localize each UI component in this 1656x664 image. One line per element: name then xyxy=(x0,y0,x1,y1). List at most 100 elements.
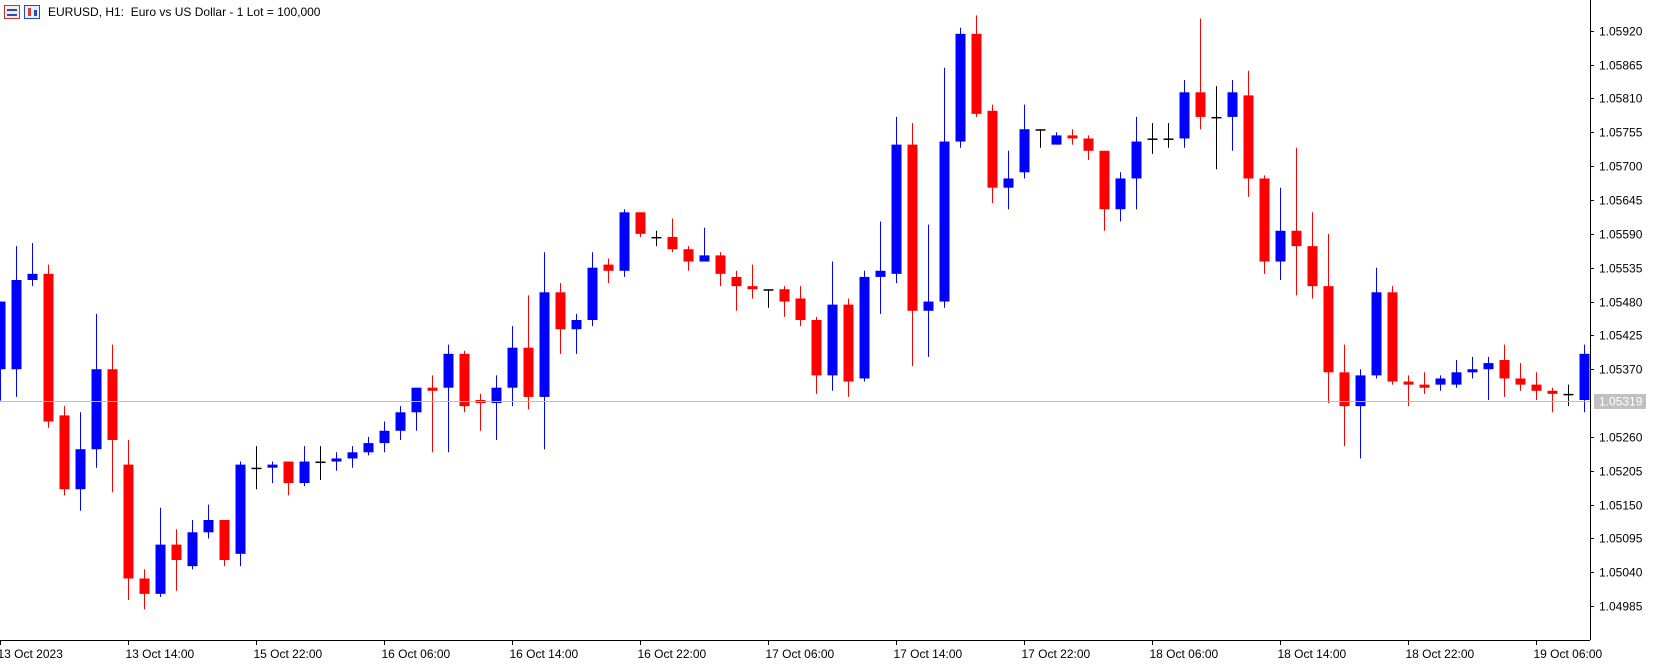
candle[interactable] xyxy=(1339,344,1350,447)
candle[interactable] xyxy=(43,264,54,428)
candle[interactable] xyxy=(1259,175,1270,274)
candle[interactable] xyxy=(1499,344,1510,397)
candle[interactable] xyxy=(635,212,646,237)
candle[interactable] xyxy=(1003,150,1014,210)
candle[interactable] xyxy=(123,440,134,600)
candle[interactable] xyxy=(187,520,198,570)
candle[interactable] xyxy=(139,569,150,610)
candle[interactable] xyxy=(155,507,166,597)
candle[interactable] xyxy=(811,316,822,394)
candle[interactable] xyxy=(1563,384,1574,407)
candle[interactable] xyxy=(747,264,758,299)
candle[interactable] xyxy=(1323,233,1334,404)
candle[interactable] xyxy=(827,261,838,391)
candle[interactable] xyxy=(523,295,534,410)
candle[interactable] xyxy=(1115,172,1126,222)
candle[interactable] xyxy=(939,67,950,308)
candle[interactable] xyxy=(1291,147,1302,296)
candle[interactable] xyxy=(219,520,230,567)
candle[interactable] xyxy=(411,387,422,431)
candle[interactable] xyxy=(475,393,486,431)
candle[interactable] xyxy=(331,452,342,471)
candle[interactable] xyxy=(955,27,966,148)
candle[interactable] xyxy=(1275,187,1286,280)
candle[interactable] xyxy=(203,504,214,539)
candle[interactable] xyxy=(107,344,118,493)
candle[interactable] xyxy=(555,283,566,354)
candle[interactable] xyxy=(1451,360,1462,388)
candle[interactable] xyxy=(1099,150,1110,231)
candle[interactable] xyxy=(443,344,454,453)
candle[interactable] xyxy=(1371,267,1382,379)
candle[interactable] xyxy=(59,406,70,496)
candle[interactable] xyxy=(91,313,102,468)
candle[interactable] xyxy=(1131,116,1142,210)
candle[interactable] xyxy=(427,375,438,453)
candle[interactable] xyxy=(779,286,790,317)
candle[interactable] xyxy=(1419,372,1430,394)
candle[interactable] xyxy=(795,286,806,327)
candle[interactable] xyxy=(651,230,662,247)
candle[interactable] xyxy=(11,246,22,397)
candle[interactable] xyxy=(1179,80,1190,148)
candle[interactable] xyxy=(0,301,6,401)
chart-list-icon[interactable] xyxy=(4,5,20,19)
candle[interactable] xyxy=(1467,356,1478,379)
candle[interactable] xyxy=(715,252,726,287)
candle[interactable] xyxy=(1195,18,1206,130)
candle[interactable] xyxy=(27,243,38,287)
candle[interactable] xyxy=(619,209,630,277)
candle[interactable] xyxy=(683,246,694,271)
candle[interactable] xyxy=(1515,363,1526,391)
candle[interactable] xyxy=(75,412,86,511)
price-axis[interactable]: 1.04985 1.05040 1.05095 1.05150 1.05205 1.052… xyxy=(1590,0,1656,664)
candle[interactable] xyxy=(699,227,710,262)
candle[interactable] xyxy=(267,461,278,484)
candle[interactable] xyxy=(1211,86,1222,170)
candle[interactable] xyxy=(923,224,934,357)
candle[interactable] xyxy=(235,461,246,567)
candle[interactable] xyxy=(1355,369,1366,459)
candle[interactable] xyxy=(1163,123,1174,148)
candle[interactable] xyxy=(1531,372,1542,400)
candle[interactable] xyxy=(763,289,774,308)
candle[interactable] xyxy=(1435,375,1446,391)
candle[interactable] xyxy=(251,446,262,490)
candle[interactable] xyxy=(283,461,294,496)
candle[interactable] xyxy=(875,221,886,314)
candle[interactable] xyxy=(315,446,326,480)
candle[interactable] xyxy=(1547,387,1558,413)
candle[interactable] xyxy=(667,218,678,253)
candle[interactable] xyxy=(987,104,998,204)
candle[interactable] xyxy=(571,313,582,354)
candle[interactable] xyxy=(731,270,742,311)
candle[interactable] xyxy=(1227,80,1238,151)
candle[interactable] xyxy=(1019,104,1030,179)
candle[interactable] xyxy=(907,123,918,367)
candle[interactable] xyxy=(1067,129,1078,145)
candle[interactable] xyxy=(507,326,518,407)
candle[interactable] xyxy=(843,298,854,397)
candle[interactable] xyxy=(587,252,598,327)
time-axis[interactable]: 13 Oct 2023 13 Oct 14:00 15 Oct 22:00 16 Oc… xyxy=(0,640,1603,661)
candle[interactable] xyxy=(1579,344,1590,413)
chart-bars-icon[interactable] xyxy=(24,5,40,19)
candle[interactable] xyxy=(459,350,470,413)
candle[interactable] xyxy=(1483,356,1494,400)
candle[interactable] xyxy=(363,436,374,456)
candle[interactable] xyxy=(1147,123,1158,154)
candle[interactable] xyxy=(1243,70,1254,197)
candle[interactable] xyxy=(491,375,502,440)
candle[interactable] xyxy=(1083,135,1094,160)
candle[interactable] xyxy=(1387,286,1398,385)
candle[interactable] xyxy=(891,116,902,284)
candle[interactable] xyxy=(395,406,406,440)
candle[interactable] xyxy=(379,421,390,453)
candle[interactable] xyxy=(171,529,182,591)
candle[interactable] xyxy=(1035,129,1046,148)
candle[interactable] xyxy=(299,446,310,487)
candle[interactable] xyxy=(971,15,982,117)
candle[interactable] xyxy=(1307,212,1318,299)
candle[interactable] xyxy=(1051,132,1062,145)
